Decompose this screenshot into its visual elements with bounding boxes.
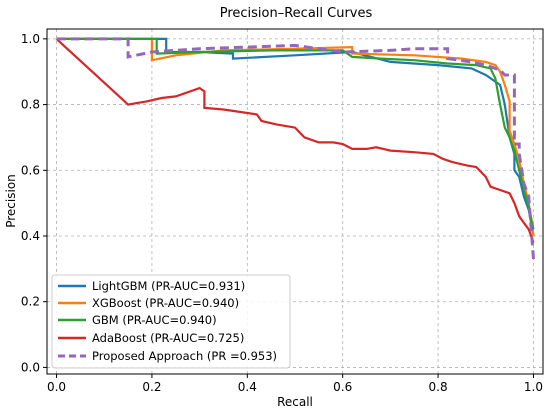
- series-line-proposed: [56, 37, 535, 260]
- x-tick-label: 0.2: [142, 380, 161, 394]
- y-tick-label: 1.0: [21, 32, 40, 46]
- x-tick-label: 0.6: [333, 380, 352, 394]
- x-tick-label: 0.0: [47, 380, 66, 394]
- x-axis-label: Recall: [277, 395, 313, 409]
- legend-box: [51, 274, 291, 369]
- chart-title: Precision–Recall Curves: [220, 6, 373, 21]
- x-tick-label: 0.8: [429, 380, 448, 394]
- series-line-lightgbm: [56, 37, 535, 237]
- grid-lines: [47, 29, 543, 374]
- y-tick-label: 0.8: [21, 98, 40, 112]
- series-line-gbm: [56, 37, 535, 230]
- legend-label-xgboost: XGBoost (PR-AUC=0.940): [92, 296, 239, 310]
- y-tick-label: 0.0: [21, 360, 40, 374]
- legend-label-gbm: GBM (PR-AUC=0.940): [92, 313, 217, 327]
- series-line-xgboost: [56, 37, 535, 237]
- y-tick-label: 0.6: [21, 163, 40, 177]
- legend-label-adaboost: AdaBoost (PR-AUC=0.725): [92, 331, 244, 345]
- x-axis-ticks: 0.0 0.2 0.4 0.6 0.8 1.0: [47, 374, 543, 394]
- x-tick-label: 0.4: [238, 380, 257, 394]
- legend: LightGBM (PR-AUC=0.931) XGBoost (PR-AUC=…: [51, 274, 291, 369]
- plot-frame: [46, 28, 544, 375]
- y-tick-label: 0.2: [21, 295, 40, 309]
- series-line-adaboost: [55, 38, 535, 243]
- y-axis-label: Precision: [4, 174, 18, 228]
- y-axis-ticks: 0.0 0.2 0.4 0.6 0.8 1.0: [21, 32, 47, 374]
- y-tick-label: 0.4: [21, 229, 40, 243]
- legend-label-proposed: Proposed Approach (PR =0.953): [92, 349, 277, 363]
- series-layer: [55, 37, 535, 260]
- legend-label-lightgbm: LightGBM (PR-AUC=0.931): [92, 279, 245, 293]
- x-tick-label: 1.0: [524, 380, 543, 394]
